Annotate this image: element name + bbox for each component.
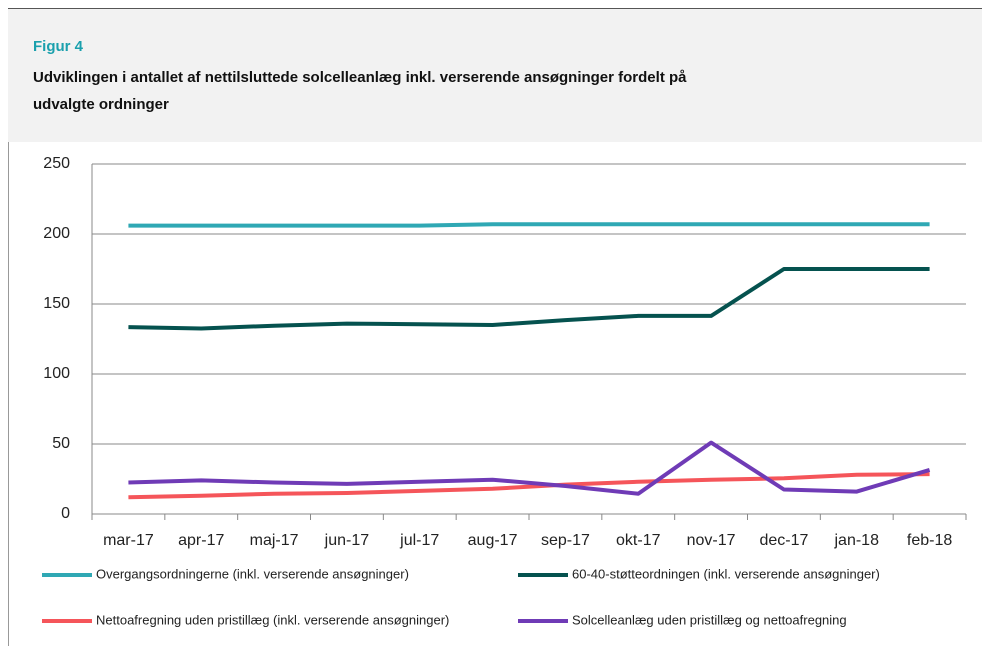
y-tick-label: 250 <box>43 155 70 172</box>
x-tick-label: feb-18 <box>907 532 952 549</box>
x-tick-label: aug-17 <box>468 532 518 549</box>
line-series <box>128 267 930 331</box>
legend-label: Solcelleanlæg uden pristillæg og nettoaf… <box>572 612 847 627</box>
x-tick-label: apr-17 <box>178 532 224 549</box>
line-series <box>128 222 930 228</box>
x-tick-label: dec-17 <box>759 532 808 549</box>
x-tick-label: sep-17 <box>541 532 590 549</box>
y-tick-label: 100 <box>43 365 70 382</box>
line-series <box>128 472 930 500</box>
chart-title: Udviklingen i antallet af nettilsluttede… <box>33 69 687 113</box>
x-tick-label: jun-17 <box>324 532 370 549</box>
header-box <box>8 8 982 142</box>
figure-label: Figur 4 <box>33 38 84 55</box>
legend-label: 60-40-støtteordningen (inkl. verserende … <box>572 566 880 581</box>
x-tick-label: jul-17 <box>399 532 439 549</box>
legend-label: Overgangsordningerne (inkl. verserende a… <box>96 566 409 581</box>
x-tick-label: jan-18 <box>834 532 880 549</box>
y-tick-label: 0 <box>61 505 70 522</box>
y-tick-label: 50 <box>52 435 70 452</box>
y-tick-label: 150 <box>43 295 70 312</box>
x-tick-label: okt-17 <box>616 532 661 549</box>
y-tick-label: 200 <box>43 225 70 242</box>
line-series <box>128 440 931 496</box>
legend-label: Nettoafregning uden pristillæg (inkl. ve… <box>96 612 449 627</box>
x-tick-label: mar-17 <box>103 532 154 549</box>
x-tick-label: nov-17 <box>687 532 736 549</box>
x-tick-label: maj-17 <box>250 532 299 549</box>
